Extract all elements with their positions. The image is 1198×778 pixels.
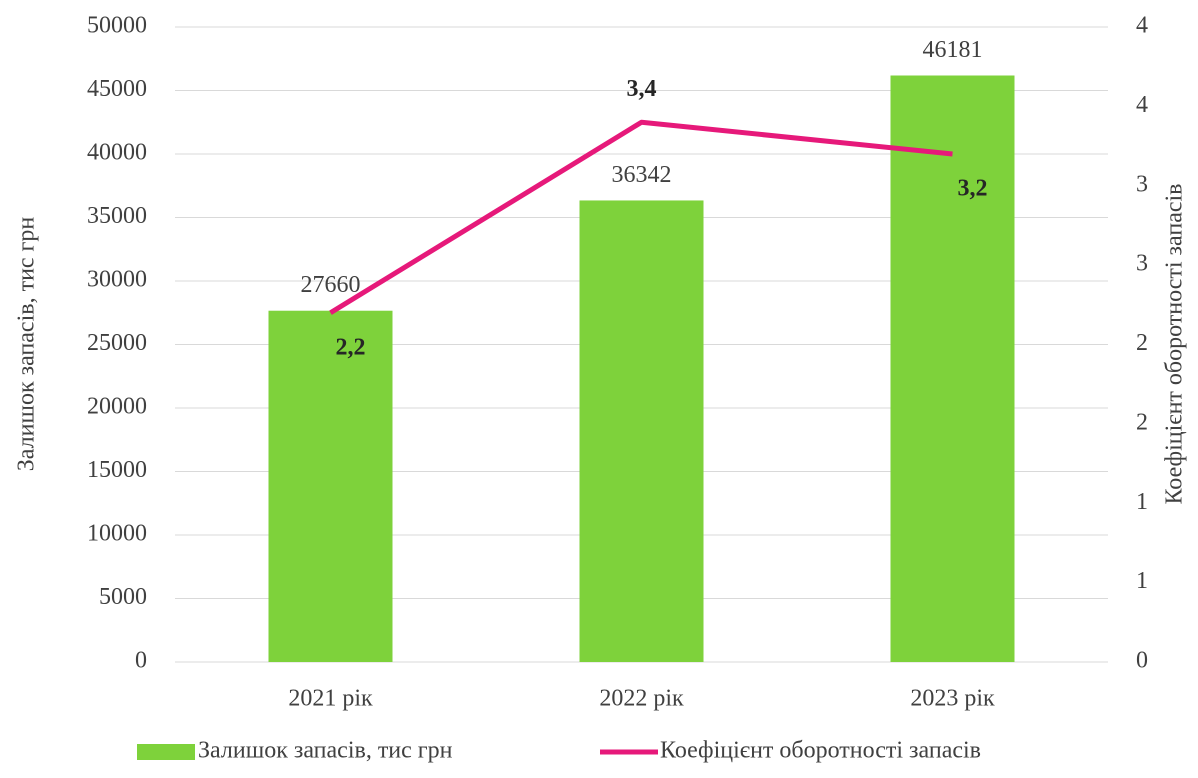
y2-tick-label: 1 — [1136, 568, 1148, 594]
y-tick-label: 50000 — [87, 13, 147, 39]
x-tick-label: 2022 рік — [599, 686, 684, 712]
y-tick-label: 10000 — [87, 521, 147, 547]
y-axis-title: Залишок запасів, тис грн — [14, 217, 40, 472]
y-tick-label: 5000 — [99, 584, 147, 610]
bar-value-label: 27660 — [301, 272, 361, 298]
x-tick-label: 2021 рік — [288, 686, 373, 712]
legend-label: Залишок запасів, тис грн — [198, 738, 453, 764]
y2-axis-title: Коефіцієнт оборотності запасів — [1162, 183, 1188, 504]
y-tick-label: 15000 — [87, 457, 147, 483]
y-tick-label: 30000 — [87, 267, 147, 293]
y2-tick-label: 0 — [1136, 648, 1148, 674]
bar-value-label: 46181 — [923, 37, 983, 63]
y-tick-label: 0 — [135, 648, 147, 674]
y2-tick-label: 3 — [1136, 251, 1148, 277]
y2-tick-label: 4 — [1136, 13, 1148, 39]
y2-tick-label: 1 — [1136, 489, 1148, 515]
x-tick-label: 2023 рік — [910, 686, 995, 712]
line-value-label: 3,4 — [627, 76, 657, 102]
y-tick-label: 25000 — [87, 330, 147, 356]
y2-tick-label: 2 — [1136, 330, 1148, 356]
line-value-label: 3,2 — [958, 176, 988, 202]
bar — [890, 75, 1015, 663]
y2-tick-label: 4 — [1136, 92, 1148, 118]
y-tick-label: 20000 — [87, 394, 147, 420]
legend-swatch — [137, 744, 195, 760]
bar-value-label: 36342 — [612, 162, 672, 188]
y-tick-label: 35000 — [87, 203, 147, 229]
line-value-label: 2,2 — [336, 334, 366, 360]
y-tick-label: 40000 — [87, 140, 147, 166]
legend-label: Коефіцієнт оборотності запасів — [660, 738, 981, 764]
bar — [268, 310, 393, 662]
y-tick-label: 45000 — [87, 76, 147, 102]
y2-tick-label: 3 — [1136, 171, 1148, 197]
bar — [579, 200, 704, 662]
y2-tick-label: 2 — [1136, 409, 1148, 435]
line — [329, 119, 953, 315]
